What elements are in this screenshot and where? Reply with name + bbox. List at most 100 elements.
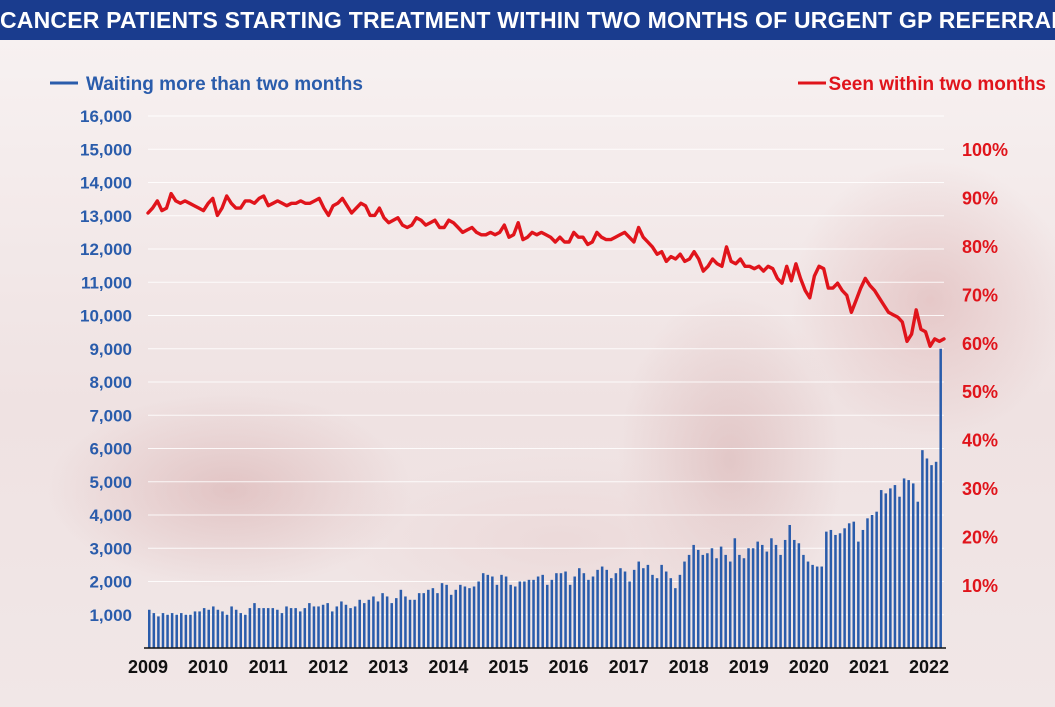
bar: [793, 539, 796, 648]
bar: [280, 613, 284, 648]
bar: [619, 568, 622, 648]
y-right-tick-label: 40%: [962, 431, 998, 451]
bar: [687, 554, 691, 648]
bar: [683, 561, 686, 648]
bar: [330, 611, 334, 648]
bar: [363, 603, 366, 648]
bar: [289, 608, 293, 648]
bar: [422, 593, 425, 648]
bar: [454, 589, 458, 648]
bar: [317, 606, 320, 648]
x-tick-label: 2021: [849, 657, 889, 677]
bar: [225, 614, 229, 648]
bar: [399, 589, 403, 648]
bar: [207, 609, 210, 648]
bar-series: [148, 348, 942, 649]
x-tick-label: 2022: [909, 657, 949, 677]
bar: [774, 544, 778, 648]
y-right-tick-label: 80%: [962, 237, 998, 257]
bar: [861, 529, 865, 648]
bar: [578, 568, 581, 648]
bar: [189, 614, 192, 648]
bar: [559, 573, 563, 648]
y-left-tick-label: 3,000: [89, 539, 132, 558]
x-tick-label: 2017: [609, 657, 649, 677]
bar: [802, 554, 805, 648]
bar: [349, 608, 352, 648]
bar: [820, 566, 823, 648]
bar: [527, 579, 531, 648]
bar: [857, 541, 860, 648]
bar: [701, 554, 705, 648]
bar: [518, 581, 522, 648]
line-path: [146, 191, 946, 348]
bar: [166, 614, 169, 648]
x-tick-label: 2020: [789, 657, 829, 677]
bar: [308, 603, 311, 648]
bar: [815, 566, 819, 648]
bar: [312, 606, 316, 648]
bar: [372, 596, 375, 648]
bar: [157, 616, 160, 648]
bar: [637, 561, 641, 648]
bar: [806, 561, 810, 648]
x-tick-label: 2019: [729, 657, 769, 677]
bar: [491, 576, 494, 648]
bar: [632, 569, 636, 648]
bar: [271, 608, 275, 648]
bar: [244, 614, 247, 648]
bar: [651, 574, 654, 648]
bar: [532, 579, 535, 648]
bar: [266, 608, 270, 648]
bar: [779, 554, 782, 648]
bar: [440, 583, 444, 648]
chart-title: CANCER PATIENTS STARTING TREATMENT WITHI…: [0, 0, 1055, 40]
bar: [838, 533, 842, 648]
bar: [678, 574, 682, 648]
bar: [472, 586, 476, 648]
x-tick-label: 2018: [669, 657, 709, 677]
bar: [408, 599, 412, 648]
gridlines: [148, 115, 944, 616]
y-right-tick-label: 10%: [962, 576, 998, 596]
bar: [285, 606, 288, 648]
bar: [870, 515, 874, 648]
bar: [692, 544, 695, 648]
x-tick-label: 2014: [428, 657, 468, 677]
bar: [221, 611, 224, 648]
bar: [463, 586, 467, 648]
bar: [303, 608, 307, 648]
bar: [596, 569, 599, 648]
bar: [481, 573, 485, 648]
bar: [477, 581, 480, 648]
bar: [262, 608, 265, 648]
bar: [504, 576, 508, 648]
bar: [550, 579, 554, 648]
legend-left-label: Waiting more than two months: [86, 74, 363, 95]
bar: [184, 614, 188, 648]
bar: [541, 574, 544, 648]
bar: [326, 603, 329, 648]
y-right-tick-label: 30%: [962, 479, 998, 499]
bar: [459, 584, 462, 648]
bar: [248, 608, 252, 648]
bar: [404, 596, 407, 648]
bar: [623, 571, 627, 648]
bar: [646, 564, 650, 649]
bar: [733, 538, 737, 648]
bar: [834, 534, 837, 648]
bar: [257, 608, 261, 648]
y-left-tick-label: 13,000: [80, 207, 132, 226]
y-left-tick-label: 2,000: [89, 573, 132, 592]
bar: [587, 579, 590, 648]
bar: [875, 511, 878, 648]
bar: [664, 571, 668, 648]
bar: [175, 614, 178, 648]
legend: Waiting more than two months Seen within…: [50, 74, 1046, 95]
y-left-tick-label: 5,000: [89, 473, 132, 492]
bar: [340, 601, 343, 648]
y-left-tick-label: 12,000: [80, 240, 132, 259]
y-left-tick-label: 16,000: [80, 107, 132, 126]
bar: [916, 501, 920, 648]
y-left-tick-label: 8,000: [89, 373, 132, 392]
